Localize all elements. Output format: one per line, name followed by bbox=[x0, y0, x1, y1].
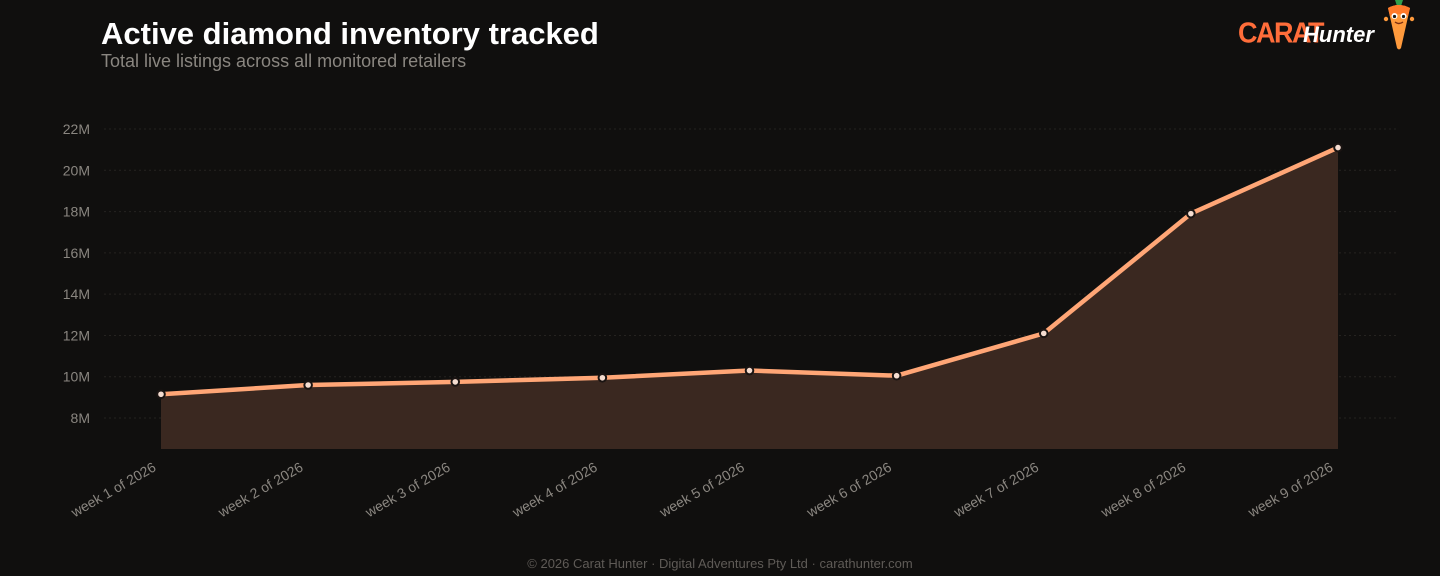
x-tick-label: week 5 of 2026 bbox=[656, 459, 747, 521]
area-fill-shape bbox=[161, 147, 1338, 449]
x-tick-label: week 1 of 2026 bbox=[67, 459, 158, 521]
data-point bbox=[1333, 142, 1343, 153]
data-point bbox=[597, 372, 608, 383]
x-axis-ticks: week 1 of 2026 week 2 of 2026 week 3 of 20… bbox=[67, 459, 1335, 521]
y-tick-label: 22M bbox=[63, 121, 90, 137]
data-point bbox=[156, 389, 166, 400]
y-tick-label: 12M bbox=[63, 327, 90, 343]
x-tick-label: week 4 of 2026 bbox=[509, 459, 600, 521]
footer-separator: · bbox=[811, 556, 816, 571]
brand-wordmark-carat: CARAT bbox=[1238, 17, 1324, 49]
x-tick-label: week 9 of 2026 bbox=[1244, 459, 1335, 521]
carrot-mascot-icon bbox=[1383, 0, 1415, 50]
data-point bbox=[450, 377, 461, 387]
y-axis-ticks: 8M 10M 12M 14M 16M 18M 20M 22M bbox=[63, 121, 90, 426]
x-tick-label: week 3 of 2026 bbox=[362, 459, 453, 521]
footer-separator: · bbox=[651, 556, 656, 571]
y-tick-label: 8M bbox=[71, 410, 90, 426]
y-tick-label: 10M bbox=[63, 369, 90, 385]
data-point bbox=[891, 370, 902, 381]
data-point bbox=[1186, 208, 1196, 219]
y-tick-label: 14M bbox=[63, 286, 90, 302]
x-tick-label: week 6 of 2026 bbox=[803, 459, 894, 521]
brand-logo[interactable]: CARAT Hunter bbox=[1238, 0, 1418, 52]
x-tick-label: week 7 of 2026 bbox=[950, 459, 1041, 521]
x-tick-label: week 2 of 2026 bbox=[215, 459, 306, 521]
footer-copyright: © 2026 Carat Hunter bbox=[527, 556, 648, 571]
y-tick-label: 16M bbox=[63, 245, 90, 261]
brand-wordmark-hunter: Hunter bbox=[1303, 22, 1374, 47]
data-point bbox=[744, 365, 755, 376]
data-point bbox=[1038, 328, 1049, 339]
chart-subtitle: Total live listings across all monitored… bbox=[101, 51, 467, 71]
chart-title: Active diamond inventory tracked bbox=[101, 16, 599, 51]
data-point bbox=[303, 380, 313, 390]
footer-company: Digital Adventures Pty Ltd bbox=[659, 556, 808, 571]
area-fill bbox=[161, 147, 1338, 449]
footer-website-link[interactable]: carathunter.com bbox=[819, 556, 913, 571]
y-tick-label: 20M bbox=[63, 162, 90, 178]
footer: © 2026 Carat Hunter · Digital Adventures… bbox=[0, 556, 1440, 571]
data-markers bbox=[156, 142, 1343, 400]
x-tick-label: week 8 of 2026 bbox=[1097, 459, 1188, 521]
y-tick-label: 18M bbox=[63, 204, 90, 220]
